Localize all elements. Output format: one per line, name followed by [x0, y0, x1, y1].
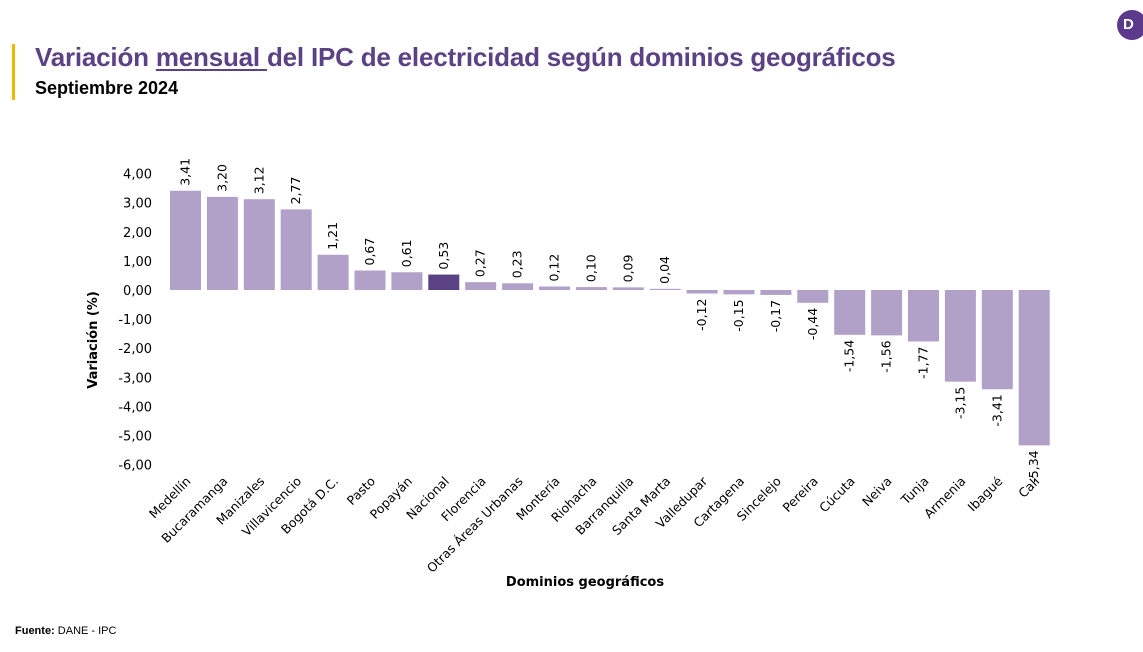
y-tick-label: 0,00	[123, 284, 152, 299]
bar-florencia	[465, 282, 497, 290]
bar-neiva	[871, 290, 903, 336]
value-label: 1,21	[325, 222, 340, 250]
source-note: Fuente: DANE - IPC	[15, 625, 116, 637]
value-label: 0,09	[620, 255, 635, 283]
x-tick-label: Pasto	[344, 474, 378, 508]
bar-bogotá-d-c-	[317, 254, 349, 290]
value-label: 0,67	[362, 238, 377, 266]
bar-santa-marta	[649, 288, 681, 290]
value-label: -1,77	[916, 347, 931, 379]
bar-armenia	[944, 290, 976, 382]
value-label: 3,20	[214, 164, 229, 192]
bar-medellín	[170, 190, 201, 290]
value-label: 0,12	[547, 254, 562, 282]
value-label: 0,27	[473, 249, 488, 277]
bar-cartagena	[723, 290, 755, 295]
bar-pasto	[354, 270, 386, 290]
bar-sincelejo	[760, 290, 792, 295]
dane-logo-icon: D	[1117, 10, 1143, 40]
bar-ibagué	[981, 290, 1013, 390]
value-label: -0,17	[768, 300, 783, 332]
y-axis-label: Variación (%)	[86, 291, 101, 389]
value-label: 0,61	[399, 239, 414, 267]
x-tick-label: Ibagué	[965, 473, 1006, 514]
source-label: Fuente:	[15, 625, 55, 637]
y-tick-label: 3,00	[123, 197, 152, 212]
y-tick-label: -5,00	[118, 430, 152, 445]
source-text: DANE - IPC	[54, 625, 117, 637]
y-axis-ticks: 4,00 3,00 2,00 1,00 0,00 -1,00 -2,00 -3,00 -4,00…	[118, 168, 152, 474]
value-label: -3,15	[952, 387, 967, 419]
chart-subtitle: Septiembre 2024	[35, 78, 179, 98]
value-label: -3,41	[989, 394, 1004, 426]
x-axis-label: Dominios geográficos	[506, 575, 664, 590]
value-label: 3,12	[251, 166, 266, 194]
y-tick-label: -1,00	[118, 313, 152, 328]
x-tick-label: Cúcuta	[816, 474, 858, 516]
value-label: 0,23	[510, 250, 525, 278]
y-tick-label: -4,00	[118, 400, 152, 415]
bar-pereira	[797, 290, 829, 303]
bar-nacional	[428, 274, 460, 290]
bar-popayán	[391, 272, 423, 290]
value-label: -1,54	[842, 340, 857, 372]
value-label: 0,53	[436, 242, 451, 270]
value-label: 0,10	[583, 254, 598, 282]
bar-manizales	[243, 199, 275, 290]
bars	[170, 190, 1050, 446]
value-labels: 3,41 3,20 3,12 2,77 1,21 0,67 0,61 0,53 0,27 0,23…	[178, 158, 1042, 483]
y-tick-label: -6,00	[118, 459, 152, 474]
bar-bucaramanga	[206, 196, 238, 290]
chart-title: Variación mensual del IPC de electricida…	[35, 42, 896, 73]
y-tick-label: 4,00	[123, 168, 152, 183]
value-label: -0,44	[805, 308, 820, 340]
title-underlined-word: mensual	[155, 42, 267, 72]
bar-barranquilla	[612, 287, 644, 290]
x-axis-tick-labels: MedellínBucaramangaManizalesVillavicenci…	[146, 473, 1042, 576]
bar-villavicencio	[280, 209, 312, 290]
value-label: 0,04	[657, 256, 672, 284]
x-tick-label: Tunja	[897, 474, 931, 508]
value-label: 2,77	[288, 177, 303, 205]
bar-tunja	[908, 290, 939, 342]
bar-otras-áreas-urbanas	[502, 283, 534, 290]
bar-riohacha	[575, 287, 607, 290]
title-part-2: del IPC de electricidad según dominios g…	[266, 42, 896, 72]
value-label: -5,34	[1026, 450, 1041, 482]
value-label: -1,56	[879, 340, 894, 372]
x-tick-label: Neiva	[859, 474, 895, 510]
value-label: -0,15	[731, 299, 746, 331]
title-accent-bar	[12, 44, 15, 100]
y-tick-label: -3,00	[118, 371, 152, 386]
bar-montería	[539, 286, 570, 290]
title-part-1: Variación	[35, 42, 156, 72]
y-tick-label: 1,00	[123, 255, 152, 270]
x-tick-label: Pereira	[779, 474, 820, 515]
y-tick-label: 2,00	[123, 226, 152, 241]
value-label: 3,41	[178, 158, 193, 186]
bar-cali	[1018, 290, 1050, 446]
y-tick-label: -2,00	[118, 342, 152, 357]
value-label: -0,12	[694, 298, 709, 330]
bar-cúcuta	[834, 290, 866, 335]
bar-valledupar	[686, 290, 718, 294]
